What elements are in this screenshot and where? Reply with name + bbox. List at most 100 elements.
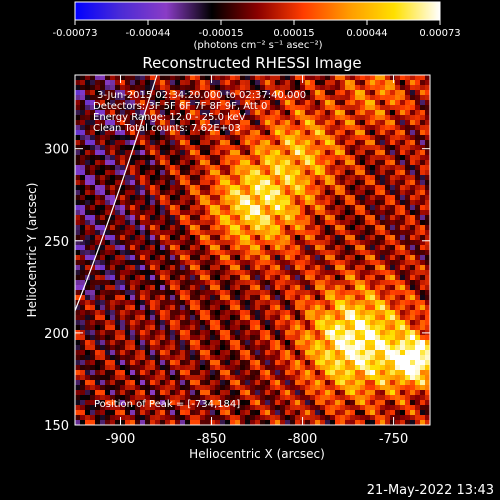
heatmap-cell (355, 275, 361, 281)
heatmap-cell (125, 375, 131, 381)
heatmap-cell (115, 210, 121, 216)
heatmap-cell (195, 175, 201, 181)
heatmap-cell (150, 145, 156, 151)
heatmap-cell (365, 225, 371, 231)
heatmap-cell (90, 400, 96, 406)
heatmap-cell (120, 245, 126, 251)
heatmap-cell (235, 390, 241, 396)
heatmap-cell (90, 170, 96, 176)
heatmap-cell (115, 145, 121, 151)
heatmap-cell (230, 290, 236, 296)
heatmap-cell (105, 325, 111, 331)
heatmap-cell (255, 195, 261, 201)
heatmap-cell (230, 310, 236, 316)
heatmap-cell (195, 305, 201, 311)
heatmap-cell (310, 145, 316, 151)
heatmap-cell (385, 185, 391, 191)
heatmap-cell (315, 285, 321, 291)
heatmap-cell (280, 370, 286, 376)
heatmap-cell (240, 370, 246, 376)
heatmap-cell (240, 230, 246, 236)
heatmap-cell (355, 75, 361, 81)
heatmap-cell (250, 225, 256, 231)
heatmap-cell (160, 205, 166, 211)
heatmap-cell (340, 420, 346, 425)
heatmap-cell (220, 205, 226, 211)
heatmap-cell (285, 275, 291, 281)
heatmap-cell (240, 170, 246, 176)
heatmap-cell (275, 345, 281, 351)
heatmap-cell (245, 280, 251, 286)
heatmap-cell (260, 235, 266, 241)
heatmap-cell (205, 105, 211, 111)
heatmap-cell (115, 150, 121, 156)
heatmap-cell (345, 155, 351, 161)
heatmap-cell (280, 235, 286, 241)
heatmap-cell (405, 305, 411, 311)
heatmap-cell (180, 180, 186, 186)
heatmap-cell (230, 255, 236, 261)
heatmap-cell (235, 325, 241, 331)
heatmap-cell (390, 180, 396, 186)
heatmap-cell (280, 150, 286, 156)
heatmap-cell (350, 365, 356, 371)
heatmap-cell (120, 125, 126, 131)
heatmap-cell (395, 260, 401, 266)
heatmap-cell (255, 75, 261, 81)
heatmap-cell (95, 100, 101, 106)
heatmap-cell (90, 90, 96, 96)
heatmap-cell (245, 125, 251, 131)
heatmap-cell (185, 410, 191, 416)
heatmap-cell (125, 85, 131, 91)
heatmap-cell (420, 230, 426, 236)
heatmap-cell (300, 340, 306, 346)
heatmap-cell (305, 320, 311, 326)
heatmap-cell (360, 230, 366, 236)
heatmap-cell (385, 360, 391, 366)
heatmap-cell (295, 225, 301, 231)
heatmap-cell (245, 245, 251, 251)
heatmap-cell (425, 390, 430, 396)
heatmap-cell (320, 415, 326, 421)
heatmap-cell (320, 350, 326, 356)
heatmap-cell (365, 195, 371, 201)
heatmap-cell (135, 270, 141, 276)
heatmap-cell (310, 395, 316, 401)
heatmap-cell (255, 210, 261, 216)
heatmap-cell (265, 215, 271, 221)
heatmap-cell (160, 135, 166, 141)
heatmap-cell (105, 335, 111, 341)
heatmap-cell (95, 230, 101, 236)
heatmap-cell (390, 140, 396, 146)
heatmap-cell (230, 80, 236, 86)
heatmap-cell (345, 390, 351, 396)
heatmap-cell (300, 245, 306, 251)
heatmap-cell (240, 255, 246, 261)
heatmap-cell (255, 350, 261, 356)
heatmap-cell (170, 130, 176, 136)
heatmap-cell (215, 75, 221, 81)
heatmap-cell (185, 295, 191, 301)
heatmap-cell (270, 90, 276, 96)
heatmap-cell (250, 210, 256, 216)
heatmap-cell (255, 340, 261, 346)
heatmap-cell (135, 250, 141, 256)
heatmap-cell (400, 195, 406, 201)
heatmap-cell (95, 390, 101, 396)
heatmap-cell (395, 95, 401, 101)
heatmap-cell (245, 195, 251, 201)
heatmap-cell (320, 410, 326, 416)
heatmap-cell (95, 325, 101, 331)
heatmap-cell (425, 205, 430, 211)
heatmap-cell (155, 305, 161, 311)
heatmap-cell (410, 395, 416, 401)
heatmap-cell (245, 390, 251, 396)
heatmap-cell (360, 335, 366, 341)
heatmap-cell (110, 220, 116, 226)
heatmap-cell (90, 275, 96, 281)
heatmap-cell (375, 215, 381, 221)
heatmap-cell (380, 390, 386, 396)
heatmap-cell (340, 260, 346, 266)
heatmap-cell (95, 225, 101, 231)
heatmap-cell (105, 115, 111, 121)
